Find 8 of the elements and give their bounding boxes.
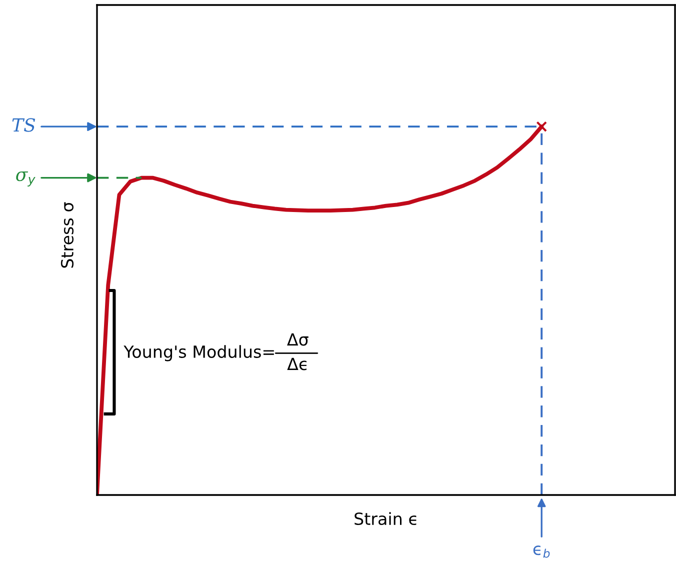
x-axis-title: Strain ϵ	[354, 512, 416, 526]
annotation: Δϵ	[287, 358, 306, 370]
annotation: Δσ	[287, 333, 308, 346]
annotation: Young's Modulus=	[124, 345, 274, 362]
ref-line-label: TS	[12, 118, 36, 132]
text: ϵ$_{b}$	[533, 546, 550, 558]
y-axis-title: Stress σ	[60, 202, 74, 268]
ref-line-label: σ$_{y}$	[16, 172, 36, 187]
